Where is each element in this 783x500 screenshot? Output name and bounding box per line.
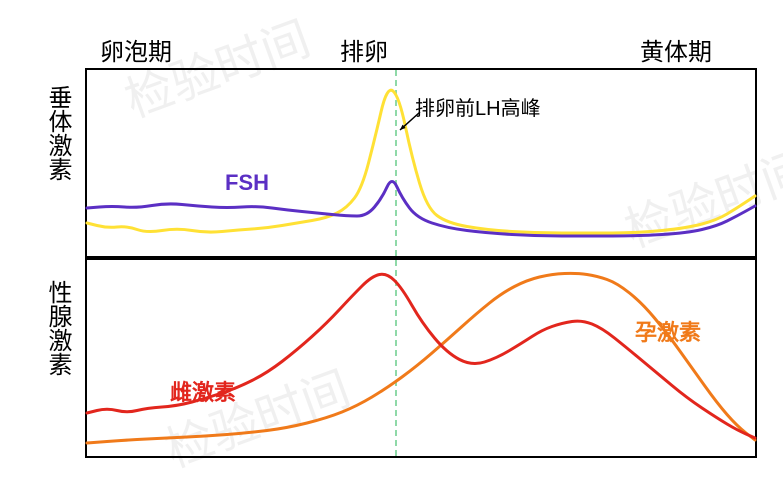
annotation-arrow <box>0 0 783 500</box>
